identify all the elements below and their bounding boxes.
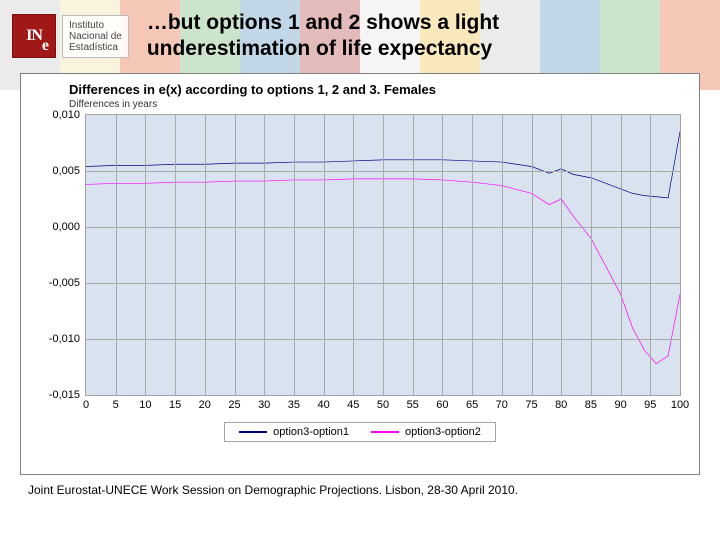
x-tick-label: 5	[113, 399, 119, 411]
x-tick-label: 95	[644, 399, 656, 411]
logo: INe Instituto Nacional de Estadística	[12, 14, 129, 58]
x-tick-label: 10	[139, 399, 151, 411]
legend-swatch	[239, 431, 267, 433]
chart-subtitle: Differences in years	[21, 99, 699, 112]
logo-text: Instituto Nacional de Estadística	[62, 15, 129, 58]
legend-swatch	[371, 431, 399, 433]
chart-legend: option3-option1 option3-option2	[224, 422, 496, 442]
logo-mark: INe	[12, 14, 56, 58]
legend-item: option3-option1	[239, 426, 349, 438]
x-tick-label: 35	[288, 399, 300, 411]
x-tick-label: 85	[585, 399, 597, 411]
y-tick-label: -0,005	[49, 277, 80, 289]
x-tick-label: 65	[466, 399, 478, 411]
logo-line-3: Estadística	[69, 42, 122, 53]
chart-container: Differences in e(x) according to options…	[20, 73, 700, 475]
y-tick-label: 0,005	[52, 165, 80, 177]
chart-plot-area: -0,015-0,010-0,0050,0000,0050,0100510152…	[85, 114, 681, 396]
y-tick-label: 0,010	[52, 109, 80, 121]
x-tick-label: 60	[436, 399, 448, 411]
logo-line-1: Instituto	[69, 20, 122, 31]
x-tick-label: 55	[407, 399, 419, 411]
footer-text: Joint Eurostat-UNECE Work Session on Dem…	[0, 475, 720, 497]
x-tick-label: 80	[555, 399, 567, 411]
x-tick-label: 45	[347, 399, 359, 411]
header: INe Instituto Nacional de Estadística …b…	[0, 0, 720, 69]
x-tick-label: 20	[199, 399, 211, 411]
x-tick-label: 50	[377, 399, 389, 411]
x-tick-label: 90	[614, 399, 626, 411]
logo-line-2: Nacional de	[69, 31, 122, 42]
x-tick-label: 25	[228, 399, 240, 411]
x-tick-label: 30	[258, 399, 270, 411]
x-tick-label: 0	[83, 399, 89, 411]
page-title: …but options 1 and 2 shows a light under…	[147, 10, 577, 63]
legend-label: option3-option2	[405, 426, 481, 438]
x-tick-label: 100	[671, 399, 689, 411]
legend-label: option3-option1	[273, 426, 349, 438]
x-tick-label: 40	[317, 399, 329, 411]
x-tick-label: 70	[496, 399, 508, 411]
legend-item: option3-option2	[371, 426, 481, 438]
y-tick-label: 0,000	[52, 221, 80, 233]
x-tick-label: 15	[169, 399, 181, 411]
y-tick-label: -0,010	[49, 333, 80, 345]
x-tick-label: 75	[525, 399, 537, 411]
y-tick-label: -0,015	[49, 389, 80, 401]
chart-title: Differences in e(x) according to options…	[21, 74, 699, 99]
